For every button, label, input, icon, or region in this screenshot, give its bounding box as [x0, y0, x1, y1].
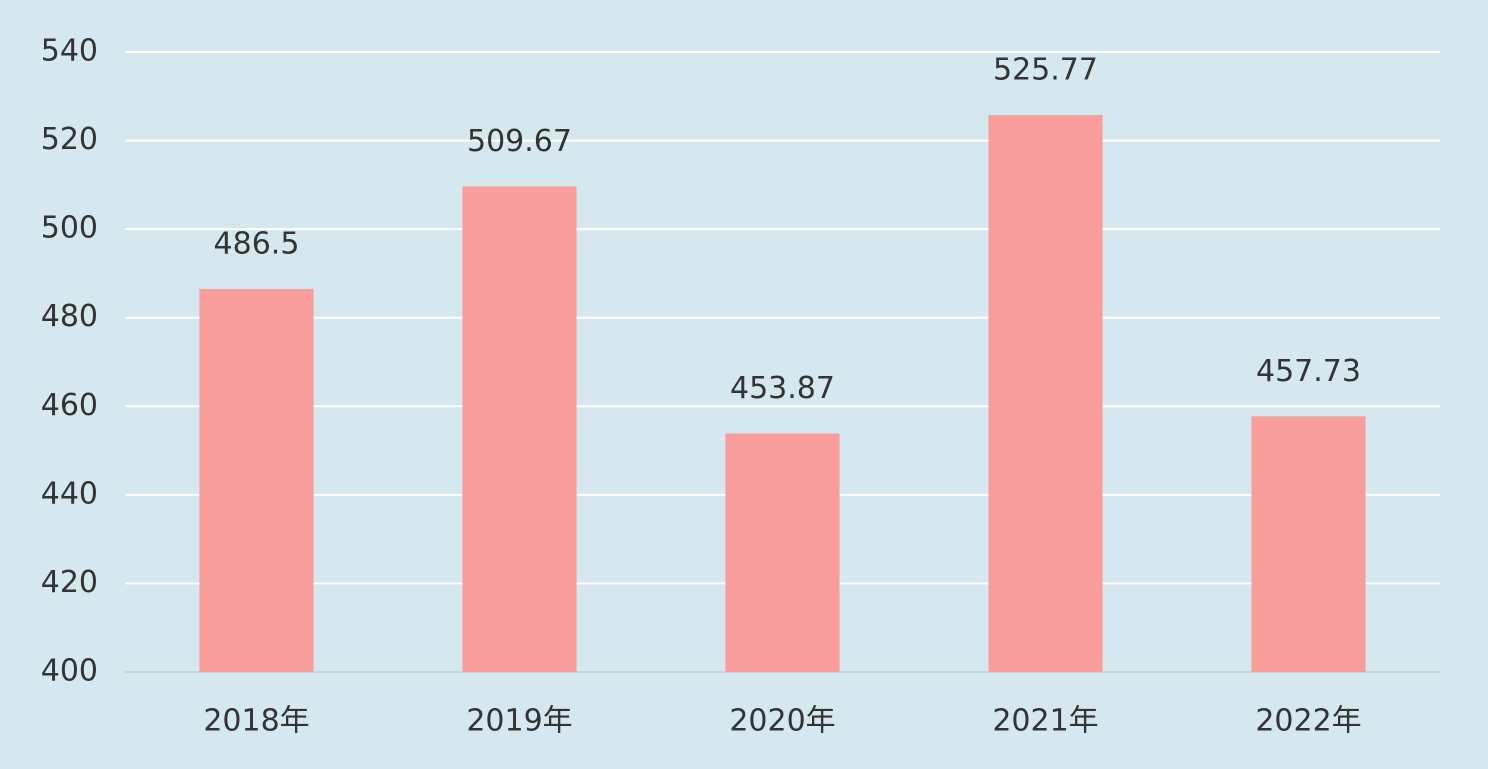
y-tick-label: 400: [41, 654, 98, 689]
bar: [725, 433, 840, 672]
value-label: 453.87: [730, 371, 835, 406]
y-tick-label: 540: [41, 34, 98, 69]
bar: [199, 288, 314, 672]
value-label: 509.67: [467, 124, 572, 159]
bar: [1251, 416, 1366, 672]
value-label: 457.73: [1256, 354, 1361, 389]
y-tick-label: 520: [41, 122, 98, 157]
value-label: 525.77: [993, 53, 1098, 88]
y-tick-label: 480: [41, 299, 98, 334]
x-tick-label: 2018年: [203, 704, 309, 739]
y-tick-label: 440: [41, 476, 98, 511]
value-label: 486.5: [214, 226, 300, 261]
bar: [988, 115, 1103, 673]
x-tick-label: 2022年: [1255, 704, 1361, 739]
y-tick-label: 420: [41, 565, 98, 600]
x-tick-label: 2021年: [992, 704, 1098, 739]
y-tick-label: 460: [41, 388, 98, 423]
x-tick-label: 2019年: [466, 704, 572, 739]
x-tick-label: 2020年: [729, 704, 835, 739]
bar: [462, 186, 577, 672]
y-tick-label: 500: [41, 211, 98, 246]
